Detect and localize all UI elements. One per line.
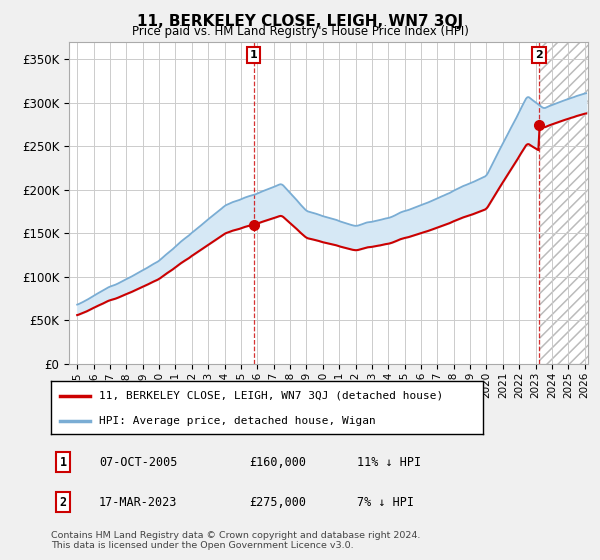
Text: Price paid vs. HM Land Registry's House Price Index (HPI): Price paid vs. HM Land Registry's House … [131,25,469,38]
Text: 17-MAR-2023: 17-MAR-2023 [99,496,178,509]
Text: 7% ↓ HPI: 7% ↓ HPI [357,496,414,509]
Text: 2: 2 [59,496,67,509]
Text: 07-OCT-2005: 07-OCT-2005 [99,455,178,469]
Bar [539,42,588,364]
Bar [539,42,588,364]
Text: £275,000: £275,000 [249,496,306,509]
Text: Contains HM Land Registry data © Crown copyright and database right 2024.
This d: Contains HM Land Registry data © Crown c… [51,530,421,550]
Text: HPI: Average price, detached house, Wigan: HPI: Average price, detached house, Wiga… [98,416,375,426]
Text: 11, BERKELEY CLOSE, LEIGH, WN7 3QJ: 11, BERKELEY CLOSE, LEIGH, WN7 3QJ [137,14,463,29]
Text: 1: 1 [59,455,67,469]
Text: 11, BERKELEY CLOSE, LEIGH, WN7 3QJ (detached house): 11, BERKELEY CLOSE, LEIGH, WN7 3QJ (deta… [98,391,443,401]
Text: £160,000: £160,000 [249,455,306,469]
Text: 1: 1 [250,50,257,60]
Text: 11% ↓ HPI: 11% ↓ HPI [357,455,421,469]
Text: 2: 2 [535,50,543,60]
